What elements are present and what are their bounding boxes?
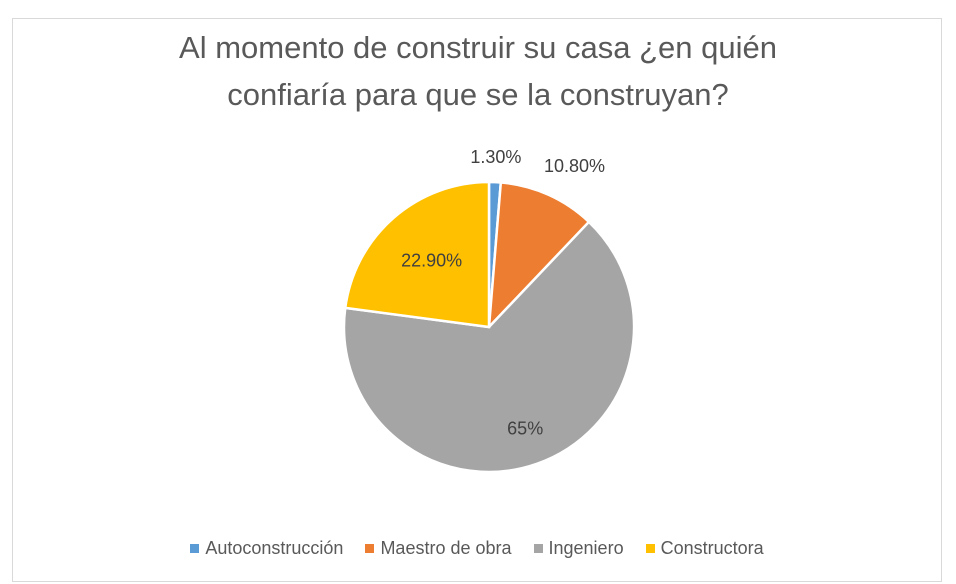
pie-slice	[487, 181, 591, 331]
legend-item: Constructora	[645, 538, 764, 559]
legend: Autoconstrucción Maestro de obra Ingeniero…	[12, 538, 942, 559]
data-label: 65%	[507, 418, 543, 438]
legend-swatch	[365, 544, 375, 553]
legend-swatch	[533, 544, 543, 553]
data-label: 1.30%	[470, 147, 521, 167]
legend-item: Maestro de obra	[365, 538, 512, 559]
data-label: 22.90%	[401, 250, 462, 270]
legend-label: Maestro de obra	[380, 538, 512, 558]
legend-swatch	[190, 544, 200, 553]
chart-title: Al momento de construir su casa ¿en quié…	[179, 30, 777, 112]
legend-label: Constructora	[660, 538, 764, 558]
legend-item: Autoconstrucción	[190, 538, 343, 559]
legend-label: Ingeniero	[548, 538, 624, 558]
pie-slice	[343, 180, 491, 329]
chart-frame	[12, 18, 942, 582]
pie-slice	[342, 220, 636, 474]
legend-label: Autoconstrucción	[205, 538, 344, 558]
legend-item: Ingeniero	[533, 538, 624, 559]
legend-swatch	[645, 544, 655, 553]
data-label: 10.80%	[544, 156, 605, 176]
